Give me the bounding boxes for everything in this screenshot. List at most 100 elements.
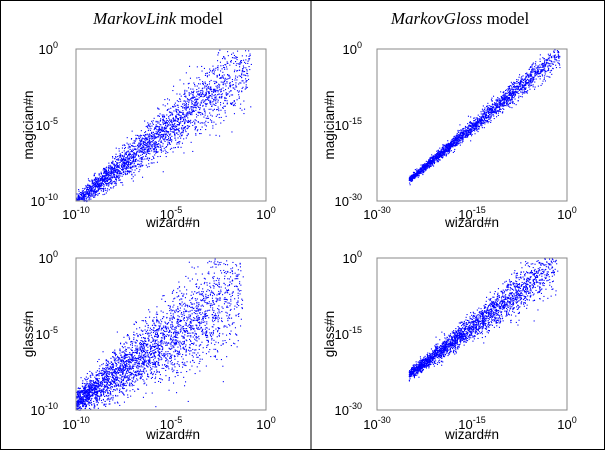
- scatter-point: [445, 148, 447, 150]
- scatter-point: [174, 135, 176, 137]
- scatter-point: [229, 64, 231, 66]
- scatter-point: [525, 75, 527, 77]
- scatter-point: [123, 161, 125, 163]
- scatter-point: [168, 99, 170, 101]
- scatter-point: [179, 135, 181, 137]
- scatter-point: [159, 139, 161, 141]
- scatter-point: [495, 103, 497, 105]
- scatter-point: [233, 62, 235, 64]
- scatter-point: [100, 184, 102, 186]
- scatter-point: [171, 113, 173, 115]
- scatter-point: [538, 68, 540, 70]
- scatter-point: [131, 162, 133, 164]
- scatter-point: [483, 117, 485, 119]
- scatter-point: [195, 107, 197, 109]
- scatter-point: [421, 168, 423, 170]
- scatter-point: [179, 353, 181, 355]
- scatter-point: [183, 104, 185, 106]
- scatter-point: [525, 73, 527, 75]
- scatter-point: [529, 85, 531, 87]
- scatter-point: [161, 126, 163, 128]
- scatter-point: [136, 367, 138, 369]
- scatter-point: [483, 109, 485, 111]
- scatter-point: [152, 144, 154, 146]
- scatter-point: [139, 136, 141, 138]
- scatter-point: [467, 129, 469, 131]
- scatter-point: [454, 140, 456, 142]
- scatter-point: [243, 59, 245, 61]
- scatter-point: [157, 151, 159, 153]
- scatter-point: [500, 108, 502, 110]
- scatter-point: [535, 61, 537, 63]
- scatter-point: [514, 93, 516, 95]
- scatter-point: [509, 102, 511, 104]
- scatter-point: [227, 285, 229, 287]
- scatter-point: [84, 194, 86, 196]
- scatter-point: [122, 155, 124, 157]
- scatter-point: [108, 183, 110, 185]
- scatter-point: [226, 312, 228, 314]
- scatter-point: [205, 73, 207, 75]
- scatter-point: [94, 186, 96, 188]
- scatter-point: [103, 176, 105, 178]
- scatter-point: [118, 176, 120, 178]
- scatter-point: [118, 162, 120, 164]
- scatter-point: [131, 151, 133, 153]
- scatter-point: [436, 154, 438, 156]
- scatter-point: [504, 105, 506, 107]
- scatter-point: [502, 102, 504, 104]
- scatter-point: [243, 74, 245, 76]
- scatter-point: [176, 296, 178, 298]
- scatter-point: [115, 160, 117, 162]
- scatter-point: [213, 95, 215, 97]
- scatter-point: [431, 162, 433, 164]
- scatter-point: [171, 120, 173, 122]
- scatter-point: [173, 110, 175, 112]
- scatter-point: [158, 135, 160, 137]
- scatter-point: [215, 95, 217, 97]
- scatter-point: [95, 371, 97, 373]
- scatter-point: [518, 89, 520, 91]
- scatter-point: [527, 73, 529, 75]
- scatter-point: [510, 99, 512, 101]
- scatter-point: [94, 188, 96, 190]
- scatter-point: [202, 96, 204, 98]
- scatter-point: [191, 92, 193, 94]
- scatter-point: [216, 114, 218, 116]
- scatter-point: [227, 93, 229, 95]
- scatter-point: [78, 193, 80, 195]
- scatter-point: [409, 177, 411, 179]
- scatter-point: [423, 172, 425, 174]
- scatter-point: [470, 140, 472, 142]
- scatter-point: [151, 159, 153, 161]
- scatter-point: [416, 174, 418, 176]
- scatter-point: [484, 116, 486, 118]
- scatter-point: [449, 143, 451, 145]
- scatter-point: [108, 178, 110, 180]
- scatter-point: [126, 172, 128, 174]
- scatter-point: [470, 133, 472, 135]
- scatter-point: [183, 83, 185, 85]
- scatter-point: [543, 78, 545, 80]
- scatter-point: [534, 63, 536, 65]
- scatter-point: [192, 95, 194, 97]
- scatter-point: [220, 81, 222, 83]
- scatter-point: [157, 136, 159, 138]
- scatter-point: [530, 75, 532, 77]
- scatter-point: [152, 140, 154, 142]
- scatter-point: [430, 161, 432, 163]
- scatter-point: [525, 88, 527, 90]
- scatter-point: [522, 75, 524, 77]
- scatter-point: [544, 80, 546, 82]
- scatter-point: [491, 106, 493, 108]
- scatter-point: [480, 122, 482, 124]
- scatter-point: [451, 143, 453, 145]
- scatter-point: [503, 104, 505, 106]
- scatter-point: [226, 315, 228, 317]
- scatter-point: [171, 126, 173, 128]
- scatter-point: [209, 134, 211, 136]
- scatter-point: [203, 100, 205, 102]
- scatter-point: [87, 193, 89, 195]
- scatter-point: [460, 140, 462, 142]
- scatter-point: [503, 102, 505, 104]
